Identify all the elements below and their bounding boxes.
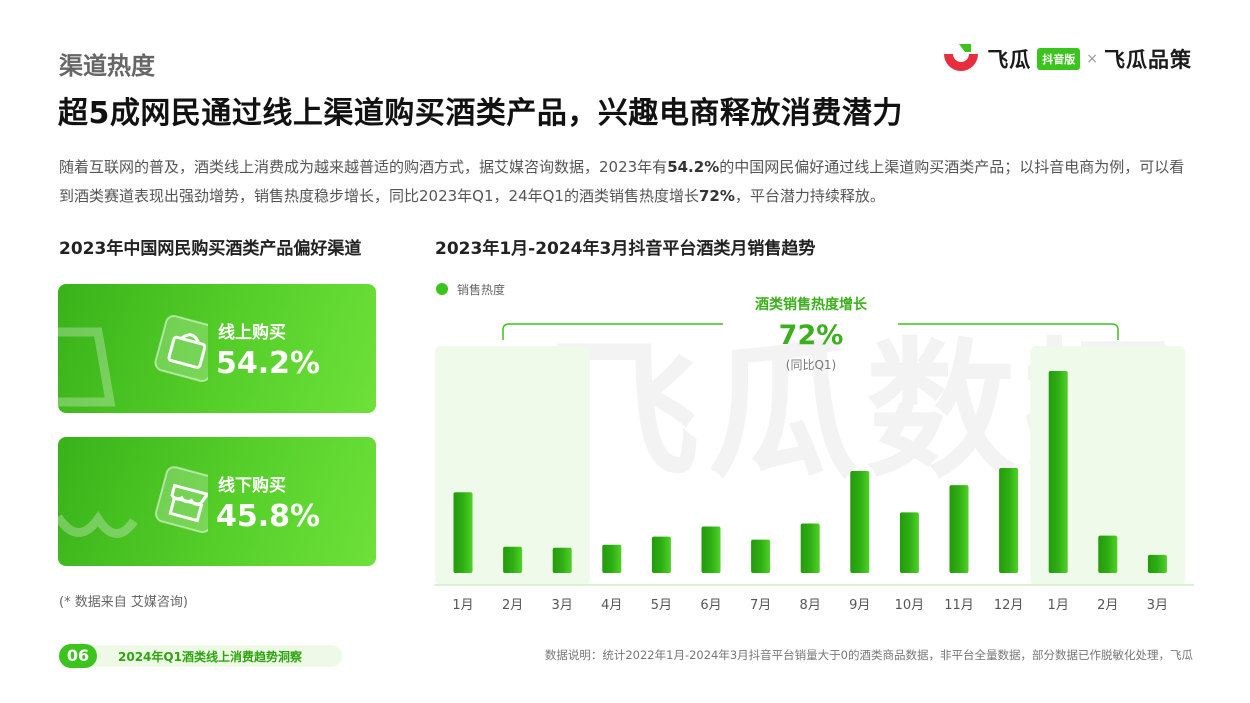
channel-value-offline: 45.8% — [216, 499, 321, 534]
annotation-value: 72% — [779, 320, 844, 351]
footer-section-pill — [59, 645, 342, 667]
x-tick-label-5: 5月 — [651, 598, 672, 613]
bar-15 — [1147, 554, 1167, 573]
bar-3 — [552, 547, 572, 573]
intro-paragraph: 随着互联网的普及，酒类线上消费成为越来越普适的购酒方式，据艾媒咨询数据，2023… — [59, 153, 1194, 211]
legend-label: 销售热度 — [457, 282, 505, 297]
page-number: 06 — [59, 644, 97, 668]
bar-10 — [899, 512, 919, 573]
x-tick-label-15: 3月 — [1147, 598, 1168, 613]
x-tick-label-10: 10月 — [895, 598, 925, 613]
data-source-note: (* 数据来自 艾媒咨询) — [59, 595, 188, 610]
annotation-bracket-right — [898, 323, 1119, 340]
x-tick-label-14: 2月 — [1097, 598, 1118, 613]
feigua-logo-icon — [944, 44, 979, 71]
bar-9 — [850, 470, 870, 573]
x-axis-baseline — [434, 584, 1194, 586]
brand-name-left: 飞瓜 — [987, 48, 1032, 72]
brand-name-right: 飞瓜品策 — [1104, 48, 1192, 72]
bar-1 — [453, 492, 473, 573]
x-tick-label-11: 11月 — [944, 598, 974, 613]
bar-5 — [651, 536, 671, 573]
annotation-bracket-left — [502, 323, 723, 340]
bar-4 — [602, 544, 622, 573]
x-tick-label-4: 4月 — [601, 598, 622, 613]
channel-value-online: 54.2% — [216, 346, 321, 381]
brand-separator: × — [1086, 51, 1098, 67]
intro-text-3: ，平台潜力持续释放。 — [734, 187, 885, 205]
channel-label-offline: 线下购买 — [218, 476, 286, 496]
highlight-band-2 — [1030, 346, 1186, 586]
x-tick-label-1: 1月 — [452, 598, 473, 613]
bar-14 — [1098, 535, 1118, 573]
bar-7 — [751, 539, 771, 573]
bar-13 — [1048, 371, 1068, 573]
channel-preference-title: 2023年中国网民购买酒类产品偏好渠道 — [59, 239, 362, 259]
storefront-icon — [58, 466, 208, 538]
bar-8 — [800, 523, 820, 573]
channel-card-online: 线上购买 54.2% — [58, 284, 376, 413]
brand-tag: 抖音版 — [1037, 48, 1081, 70]
bar-6 — [701, 526, 721, 573]
x-tick-label-2: 2月 — [502, 598, 523, 613]
brand-header: 飞瓜 抖音版 × 飞瓜品策 — [941, 42, 1192, 76]
annotation-label: 酒类销售热度增长 — [755, 296, 868, 313]
x-tick-label-9: 9月 — [849, 598, 870, 613]
x-tick-label-7: 7月 — [750, 598, 771, 613]
bar-12 — [999, 467, 1019, 573]
annotation-note: (同比Q1) — [786, 358, 836, 372]
page-headline: 超5成网民通过线上渠道购买酒类产品，兴趣电商释放消费潜力 — [58, 96, 903, 131]
channel-card-offline: 线下购买 45.8% — [58, 437, 376, 566]
highlight-band-1 — [435, 346, 590, 586]
intro-highlight-online-share: 54.2% — [667, 158, 720, 176]
x-tick-label-12: 12月 — [994, 598, 1024, 613]
shopping-bag-icon — [58, 315, 208, 407]
chart-title: 2023年1月-2024年3月抖音平台酒类月销售趋势 — [435, 239, 816, 259]
x-tick-label-6: 6月 — [700, 598, 721, 613]
x-tick-label-13: 1月 — [1048, 598, 1069, 613]
intro-text-2: 的中国网民偏好通过线上渠道购买酒类产品；以抖音电商为例，可以看到酒类赛道表现出强… — [59, 158, 1185, 205]
x-tick-label-3: 3月 — [552, 598, 573, 613]
channel-label-online: 线上购买 — [218, 323, 286, 343]
intro-text-1: 随着互联网的普及，酒类线上消费成为越来越普适的购酒方式，据艾媒咨询数据，2023… — [59, 158, 668, 176]
bar-2 — [503, 546, 523, 573]
x-tick-label-8: 8月 — [800, 598, 821, 613]
footer-data-note: 数据说明：统计2022年1月-2024年3月抖音平台销量大于0的酒类商品数据，非… — [544, 648, 1193, 662]
intro-highlight-growth: 72% — [698, 187, 735, 205]
footer-section-title: 2024年Q1酒类线上消费趋势洞察 — [118, 650, 302, 664]
legend-swatch — [436, 283, 448, 295]
section-label: 渠道热度 — [59, 52, 155, 80]
bar-11 — [949, 485, 969, 573]
